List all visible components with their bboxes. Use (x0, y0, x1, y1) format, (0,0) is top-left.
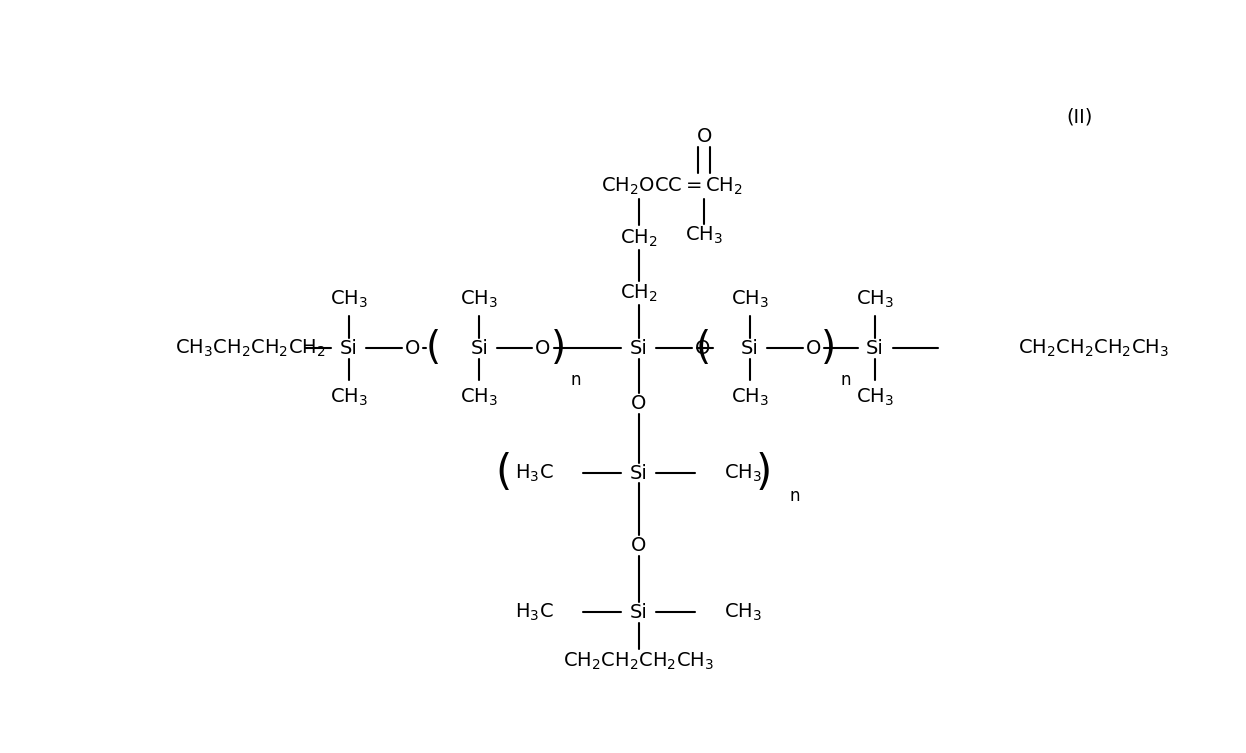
Text: Si: Si (629, 464, 648, 483)
Text: CH$_3$: CH$_3$ (685, 224, 723, 246)
Text: O: O (630, 394, 647, 413)
Text: CH$_2$CH$_2$CH$_2$CH$_3$: CH$_2$CH$_2$CH$_2$CH$_3$ (563, 651, 714, 672)
Text: ): ) (551, 329, 566, 367)
Text: CH$_3$: CH$_3$ (730, 288, 769, 309)
Text: Si: Si (629, 602, 648, 622)
Text: CH$_3$: CH$_3$ (856, 387, 895, 408)
Text: CH$_2$: CH$_2$ (619, 227, 658, 248)
Text: ): ) (756, 452, 773, 494)
Text: (: ( (495, 452, 512, 494)
Text: CH$_3$: CH$_3$ (460, 387, 498, 408)
Text: O: O (630, 536, 647, 555)
Text: n: n (790, 487, 800, 505)
Text: Si: Si (740, 339, 759, 358)
Text: O: O (806, 339, 821, 358)
Text: CH$_2$OCC$=$CH$_2$: CH$_2$OCC$=$CH$_2$ (602, 175, 744, 197)
Text: CH$_3$: CH$_3$ (730, 387, 769, 408)
Text: CH$_3$: CH$_3$ (330, 288, 368, 309)
Text: CH$_2$CH$_2$CH$_2$CH$_3$: CH$_2$CH$_2$CH$_2$CH$_3$ (1018, 338, 1169, 359)
Text: (: ( (695, 329, 710, 367)
Text: CH$_3$CH$_2$CH$_2$CH$_2$: CH$_3$CH$_2$CH$_2$CH$_2$ (174, 338, 326, 359)
Text: H$_3$C: H$_3$C (515, 602, 553, 623)
Text: ): ) (821, 329, 836, 367)
Text: Si: Si (629, 339, 648, 358)
Text: Si: Si (470, 339, 488, 358)
Text: CH$_3$: CH$_3$ (460, 288, 498, 309)
Text: CH$_2$: CH$_2$ (619, 282, 658, 304)
Text: CH$_3$: CH$_3$ (724, 462, 761, 483)
Text: O: O (405, 339, 420, 358)
Text: O: O (697, 127, 711, 146)
Text: (II): (II) (1067, 108, 1093, 127)
Text: CH$_3$: CH$_3$ (330, 387, 368, 408)
Text: O: O (694, 339, 710, 358)
Text: Si: Si (340, 339, 358, 358)
Text: O: O (536, 339, 551, 358)
Text: n: n (841, 371, 851, 389)
Text: H$_3$C: H$_3$C (515, 462, 553, 483)
Text: n: n (571, 371, 581, 389)
Text: CH$_3$: CH$_3$ (856, 288, 895, 309)
Text: (: ( (425, 329, 440, 367)
Text: Si: Si (866, 339, 885, 358)
Text: CH$_3$: CH$_3$ (724, 602, 761, 623)
